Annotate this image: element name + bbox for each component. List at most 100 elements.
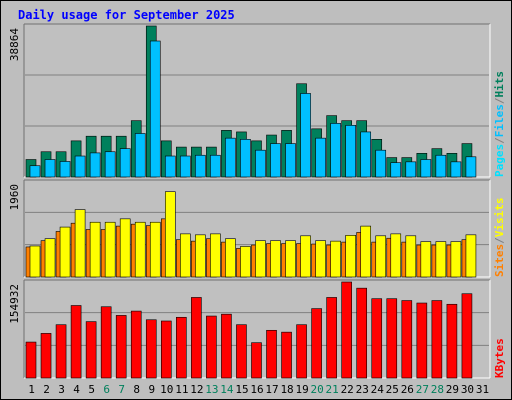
- top-bar-files-15: [240, 139, 251, 178]
- middle-bar-sites-19: [300, 235, 311, 278]
- bottom-bar-kbytes-1: [25, 341, 37, 379]
- legend-sep-1: /: [493, 137, 506, 144]
- bottom-bar-kbytes-25: [386, 298, 398, 379]
- x-tick-label-29: 29: [446, 383, 459, 396]
- x-tick-label-7: 7: [118, 383, 125, 396]
- top-bar-files-24: [375, 149, 387, 178]
- middle-bar-sites-4: [74, 209, 86, 278]
- legend-bottom: KBytes: [493, 338, 506, 378]
- chart-panels: 38864Pages/Files/Hits1960Sites/Visits154…: [8, 23, 506, 379]
- x-tick-label-14: 14: [220, 383, 234, 396]
- top-bar-files-22: [345, 125, 356, 178]
- top-bar-files-2: [44, 159, 56, 178]
- x-tick-label-16: 16: [250, 383, 263, 396]
- legend-top: Pages/Files/Hits: [493, 71, 506, 177]
- y-max-label-middle: 1960: [8, 184, 21, 211]
- x-tick-label-9: 9: [148, 383, 155, 396]
- top-bar-files-23: [360, 131, 372, 178]
- bottom-bar-kbytes-23: [356, 287, 368, 379]
- middle-bar-sites-6: [104, 221, 116, 278]
- legend-files: Files: [493, 104, 506, 137]
- x-tick-label-2: 2: [43, 383, 50, 396]
- bottom-bar-kbytes-8: [130, 310, 142, 379]
- x-tick-label-8: 8: [133, 383, 140, 396]
- top-bar-files-1: [29, 165, 41, 178]
- x-tick-label-15: 15: [235, 383, 248, 396]
- panel-bottom: 154932 KBytes: [8, 279, 506, 379]
- y-max-label-top: 38864: [8, 28, 21, 61]
- middle-bar-sites-3: [59, 226, 71, 278]
- top-bar-files-25: [390, 162, 402, 178]
- legend-hits: Hits: [493, 71, 506, 98]
- panel-middle: 1960 Sites/Visits: [8, 179, 506, 278]
- x-tick-label-23: 23: [356, 383, 369, 396]
- bottom-bar-kbytes-24: [371, 298, 383, 379]
- bottom-bar-kbytes-15: [236, 324, 247, 379]
- top-bar-files-6: [104, 151, 116, 178]
- middle-bar-sites-22: [345, 235, 356, 278]
- bottom-bar-kbytes-26: [401, 300, 413, 379]
- legend-visits: Visits: [493, 198, 506, 238]
- x-tick-label-13: 13: [205, 383, 218, 396]
- bottom-bar-kbytes-28: [431, 300, 443, 379]
- top-bar-files-29: [450, 161, 462, 178]
- top-bar-files-16: [255, 149, 266, 178]
- legend-kbytes: KBytes: [493, 338, 506, 378]
- x-tick-label-18: 18: [280, 383, 293, 396]
- x-tick-label-22: 22: [341, 383, 354, 396]
- x-tick-label-30: 30: [461, 383, 474, 396]
- top-bar-files-28: [435, 154, 447, 178]
- middle-bar-sites-30: [465, 234, 477, 278]
- middle-bar-sites-13: [210, 233, 221, 278]
- bottom-bar-kbytes-20: [311, 308, 322, 379]
- bottom-bar-kbytes-29: [446, 303, 458, 379]
- top-bar-files-14: [225, 137, 236, 178]
- middle-bar-sites-26: [405, 235, 417, 278]
- top-bar-files-5: [89, 152, 101, 178]
- middle-bar-sites-15: [240, 246, 251, 278]
- bottom-bar-kbytes-13: [206, 315, 217, 379]
- middle-bar-sites-10: [164, 191, 176, 278]
- x-tick-label-3: 3: [58, 383, 65, 396]
- middle-bar-sites-8: [134, 221, 146, 278]
- x-tick-label-26: 26: [401, 383, 414, 396]
- middle-bar-sites-18: [285, 240, 296, 278]
- x-tick-label-28: 28: [431, 383, 444, 396]
- top-bar-files-21: [330, 123, 341, 178]
- top-bar-files-11: [180, 155, 191, 178]
- middle-bar-sites-16: [255, 240, 266, 278]
- middle-bar-sites-20: [315, 240, 326, 278]
- x-tick-label-31: 31: [476, 383, 489, 396]
- top-bar-files-30: [465, 156, 477, 178]
- x-tick-label-27: 27: [416, 383, 429, 396]
- middle-bar-sites-25: [390, 233, 402, 278]
- x-tick-label-24: 24: [371, 383, 385, 396]
- x-tick-label-10: 10: [160, 383, 173, 396]
- legend-sites: Sites: [493, 244, 506, 277]
- top-bar-files-26: [405, 161, 417, 178]
- middle-bar-sites-11: [180, 233, 191, 278]
- top-bar-files-4: [74, 155, 86, 178]
- bottom-bar-kbytes-16: [251, 342, 262, 379]
- bottom-bar-kbytes-12: [191, 297, 202, 379]
- middle-bar-sites-17: [270, 240, 281, 278]
- top-bar-files-3: [59, 161, 71, 178]
- bottom-bar-kbytes-30: [461, 293, 473, 379]
- x-axis-tick-labels: 1 2 3 4 5 6 7 8 9 10 11 12 13 14 15 16 17 18 19 20 21 22 23 24 2…: [28, 383, 489, 396]
- x-tick-label-17: 17: [265, 383, 278, 396]
- bottom-bar-kbytes-14: [221, 313, 232, 379]
- x-tick-label-5: 5: [88, 383, 95, 396]
- middle-bar-sites-7: [119, 218, 131, 278]
- bottom-bar-kbytes-9: [145, 319, 157, 379]
- middle-bar-sites-27: [420, 241, 432, 278]
- top-bar-files-12: [195, 154, 206, 178]
- bottom-bar-kbytes-10: [160, 320, 172, 379]
- middle-bar-sites-24: [375, 235, 387, 278]
- top-bar-files-20: [315, 137, 326, 178]
- top-bar-files-8: [134, 133, 146, 178]
- top-bar-files-18: [285, 143, 296, 178]
- x-tick-label-12: 12: [190, 383, 203, 396]
- bottom-bar-kbytes-11: [176, 316, 187, 379]
